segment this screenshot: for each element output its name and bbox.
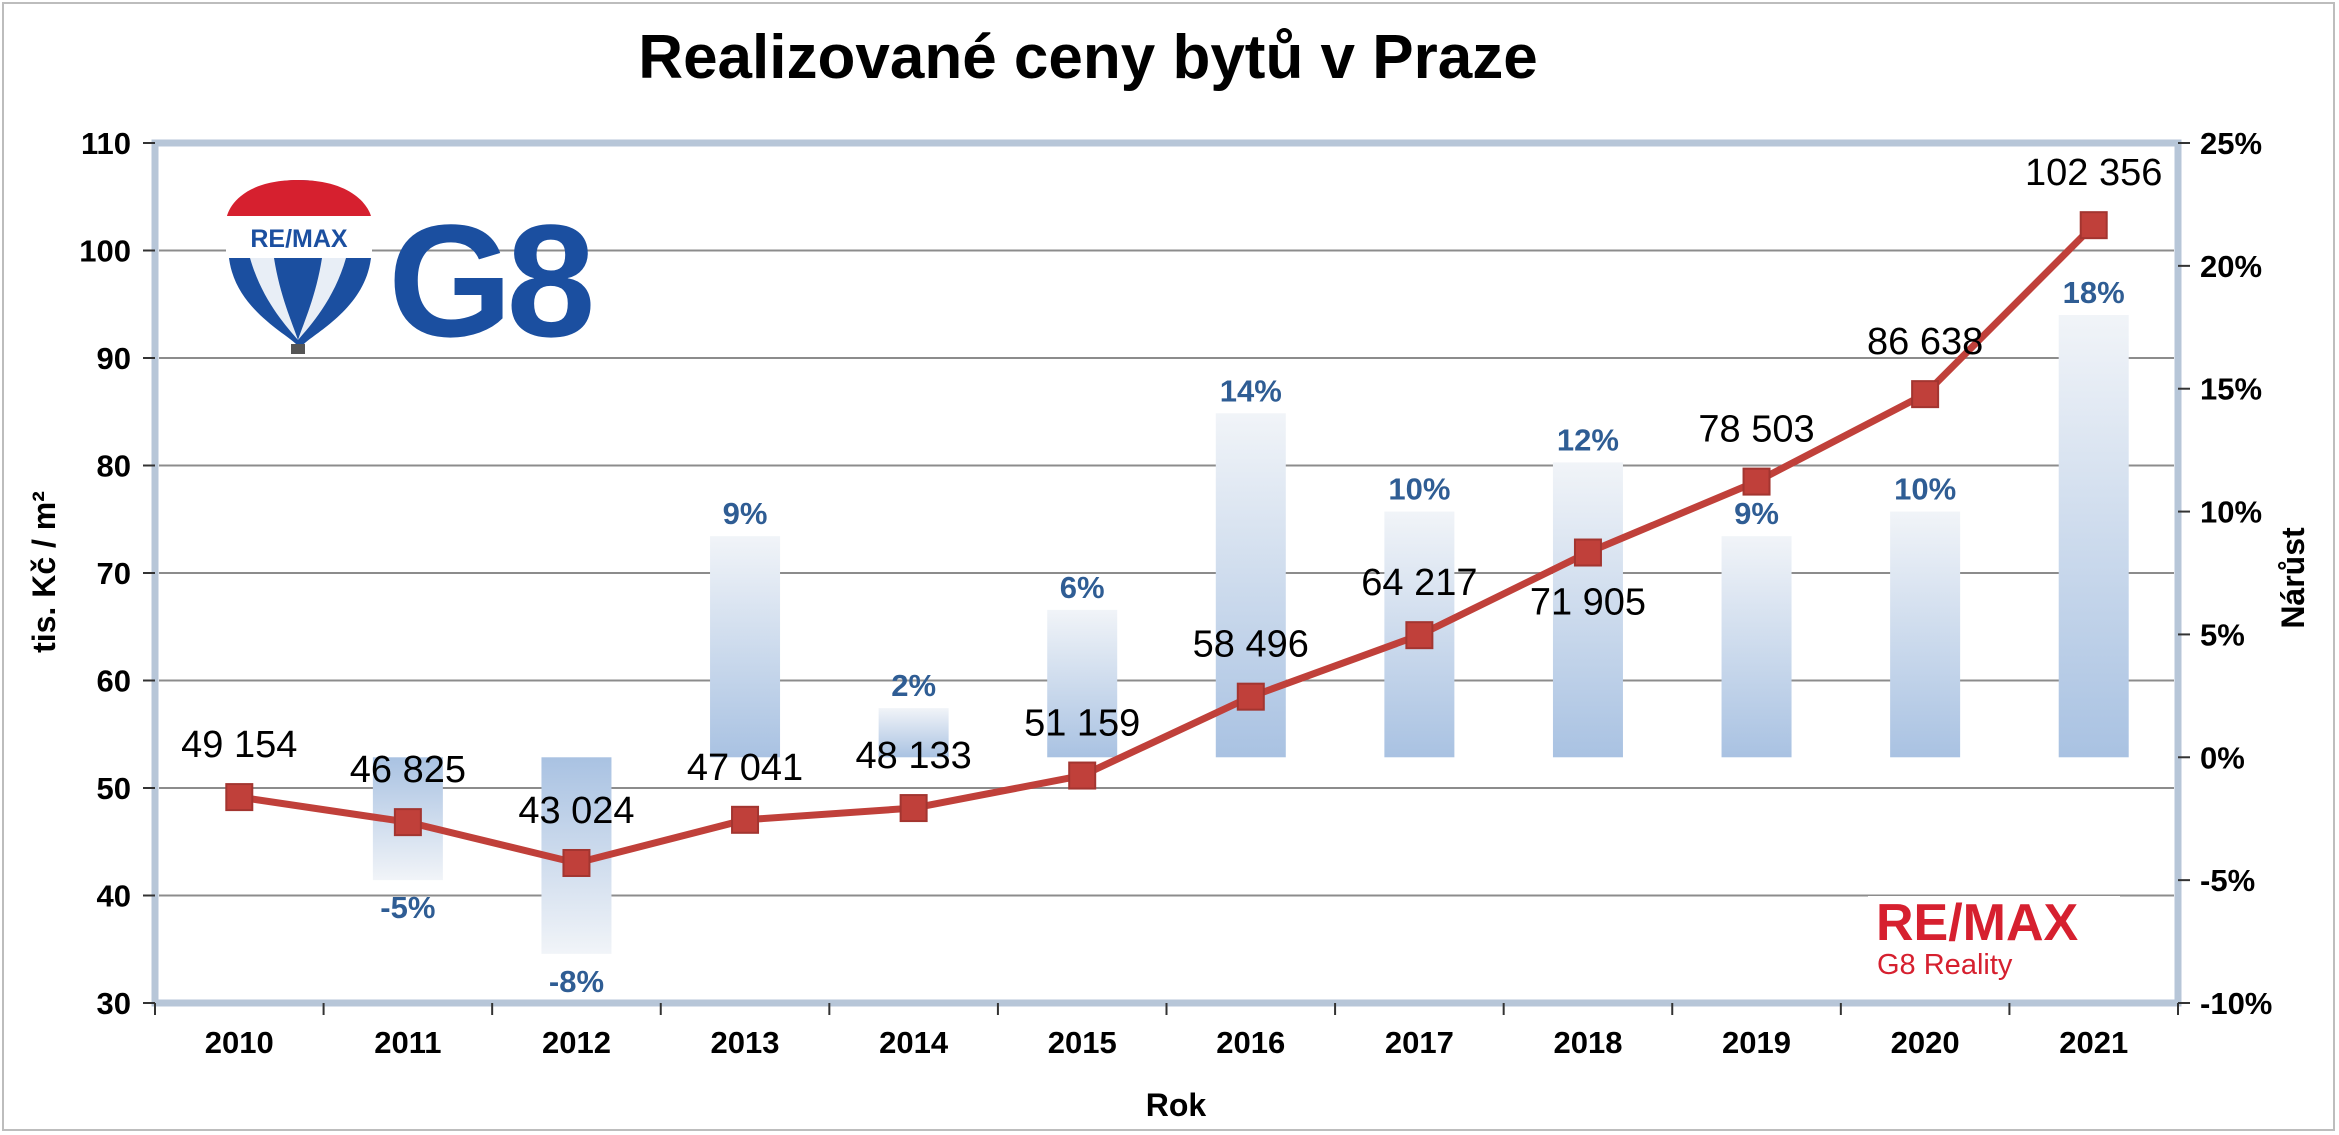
- y2-tick-label: 15%: [2200, 372, 2262, 407]
- x-tick-label: 2018: [1553, 1025, 1622, 1060]
- remax-balloon-logo: RE/MAX: [226, 180, 372, 354]
- y-tick-label: 80: [97, 449, 131, 484]
- price-label: 48 133: [856, 735, 972, 777]
- price-marker: [731, 805, 760, 834]
- y-tick-label: 90: [97, 341, 131, 376]
- price-label: 78 503: [1698, 409, 1814, 451]
- price-line: [225, 211, 2108, 877]
- growth-label: -5%: [380, 890, 435, 925]
- x-tick-label: 2016: [1216, 1025, 1285, 1060]
- balloon-logo-text: RE/MAX: [250, 225, 348, 253]
- y-tick-label: 40: [97, 879, 131, 914]
- growth-bar: [1047, 609, 1118, 758]
- growth-label: 9%: [1734, 496, 1779, 531]
- y2-tick-label: -10%: [2200, 986, 2272, 1021]
- y2-tick-label: 10%: [2200, 495, 2262, 530]
- remax-subtext: G8 Reality: [1877, 949, 2013, 981]
- y-tick-label: 30: [97, 986, 131, 1021]
- price-label: 43 024: [518, 790, 634, 832]
- x-tick-label: 2019: [1722, 1025, 1791, 1060]
- growth-bars: [372, 315, 2129, 954]
- y2-tick-label: 5%: [2200, 617, 2245, 652]
- price-marker: [225, 783, 254, 812]
- growth-bar: [1721, 536, 1792, 758]
- price-marker: [1742, 467, 1771, 496]
- x-tick-label: 2011: [374, 1025, 441, 1060]
- price-marker: [1405, 621, 1434, 650]
- price-label: 49 154: [181, 724, 297, 766]
- price-marker: [562, 848, 591, 877]
- x-tick-label: 2015: [1048, 1025, 1117, 1060]
- growth-label: 2%: [891, 668, 936, 703]
- growth-label: -8%: [549, 964, 604, 999]
- x-tick-label: 2013: [711, 1025, 780, 1060]
- growth-label: 18%: [2063, 275, 2125, 310]
- price-marker: [1911, 380, 1940, 409]
- remax-logo-text: RE/MAX: [1876, 894, 2079, 952]
- price-label: 71 905: [1530, 582, 1646, 624]
- x-tick-label: 2010: [205, 1025, 274, 1060]
- price-label: 58 496: [1193, 624, 1309, 666]
- axes: 30 40 50 60 70 80 90 100 110 -10% -5% 0% 5% 10% 15% 20%…: [79, 126, 2272, 1060]
- price-label: 46 825: [350, 749, 466, 791]
- y-tick-label: 100: [79, 234, 131, 269]
- price-label: 64 217: [1361, 562, 1477, 604]
- growth-label: 6%: [1060, 570, 1105, 605]
- growth-label: 10%: [1894, 472, 1956, 507]
- y-tick-label: 50: [97, 771, 131, 806]
- growth-bar: [1890, 511, 1961, 758]
- growth-label: 12%: [1557, 422, 1619, 457]
- growth-bar: [710, 536, 781, 758]
- price-marker: [899, 794, 928, 823]
- price-label: 86 638: [1867, 321, 1983, 363]
- x-tick-label: 2014: [879, 1025, 949, 1060]
- x-tick-label: 2020: [1891, 1025, 1960, 1060]
- price-label: 51 159: [1024, 703, 1140, 745]
- growth-bar: [1552, 462, 1623, 758]
- grid-lines: [159, 249, 2174, 897]
- chart-title: Realizované ceny bytů v Praze: [638, 23, 1537, 92]
- growth-bar: [878, 708, 949, 758]
- remax-badge-bg: [1868, 896, 2120, 992]
- y2-tick-label: 25%: [2200, 126, 2262, 161]
- x-tick-label: 2012: [542, 1025, 611, 1060]
- price-marker: [1068, 761, 1097, 790]
- y2-axis-title: Nárůst: [2275, 527, 2311, 629]
- x-tick-label: 2017: [1385, 1025, 1454, 1060]
- price-marker: [1573, 538, 1602, 567]
- growth-label: 14%: [1220, 373, 1282, 408]
- y2-tick-label: -5%: [2200, 863, 2255, 898]
- growth-label: 9%: [723, 496, 768, 531]
- x-axis-title: Rok: [1146, 1087, 1207, 1123]
- price-marker: [1236, 682, 1265, 711]
- y2-tick-label: 0%: [2200, 740, 2245, 775]
- y-tick-label: 60: [97, 664, 131, 699]
- price-marker: [393, 808, 422, 837]
- price-label: 102 356: [2025, 152, 2162, 194]
- g8-logo-text: G8: [388, 191, 591, 370]
- data-labels: -5% -8% 9% 2% 6% 14% 10% 12% 9% 10% 18% 49 154 46 82…: [181, 152, 2162, 999]
- growth-label: 10%: [1388, 472, 1450, 507]
- price-line-path: [238, 222, 2097, 867]
- y-tick-label: 70: [97, 556, 131, 591]
- price-marker: [2079, 211, 2108, 240]
- y2-tick-label: 20%: [2200, 249, 2262, 284]
- y-tick-label: 110: [81, 126, 131, 161]
- x-tick-label: 2021: [2059, 1025, 2128, 1060]
- price-label: 47 041: [687, 747, 803, 789]
- y-axis-title: tis. Kč / m²: [26, 491, 62, 653]
- growth-bar: [2058, 315, 2129, 758]
